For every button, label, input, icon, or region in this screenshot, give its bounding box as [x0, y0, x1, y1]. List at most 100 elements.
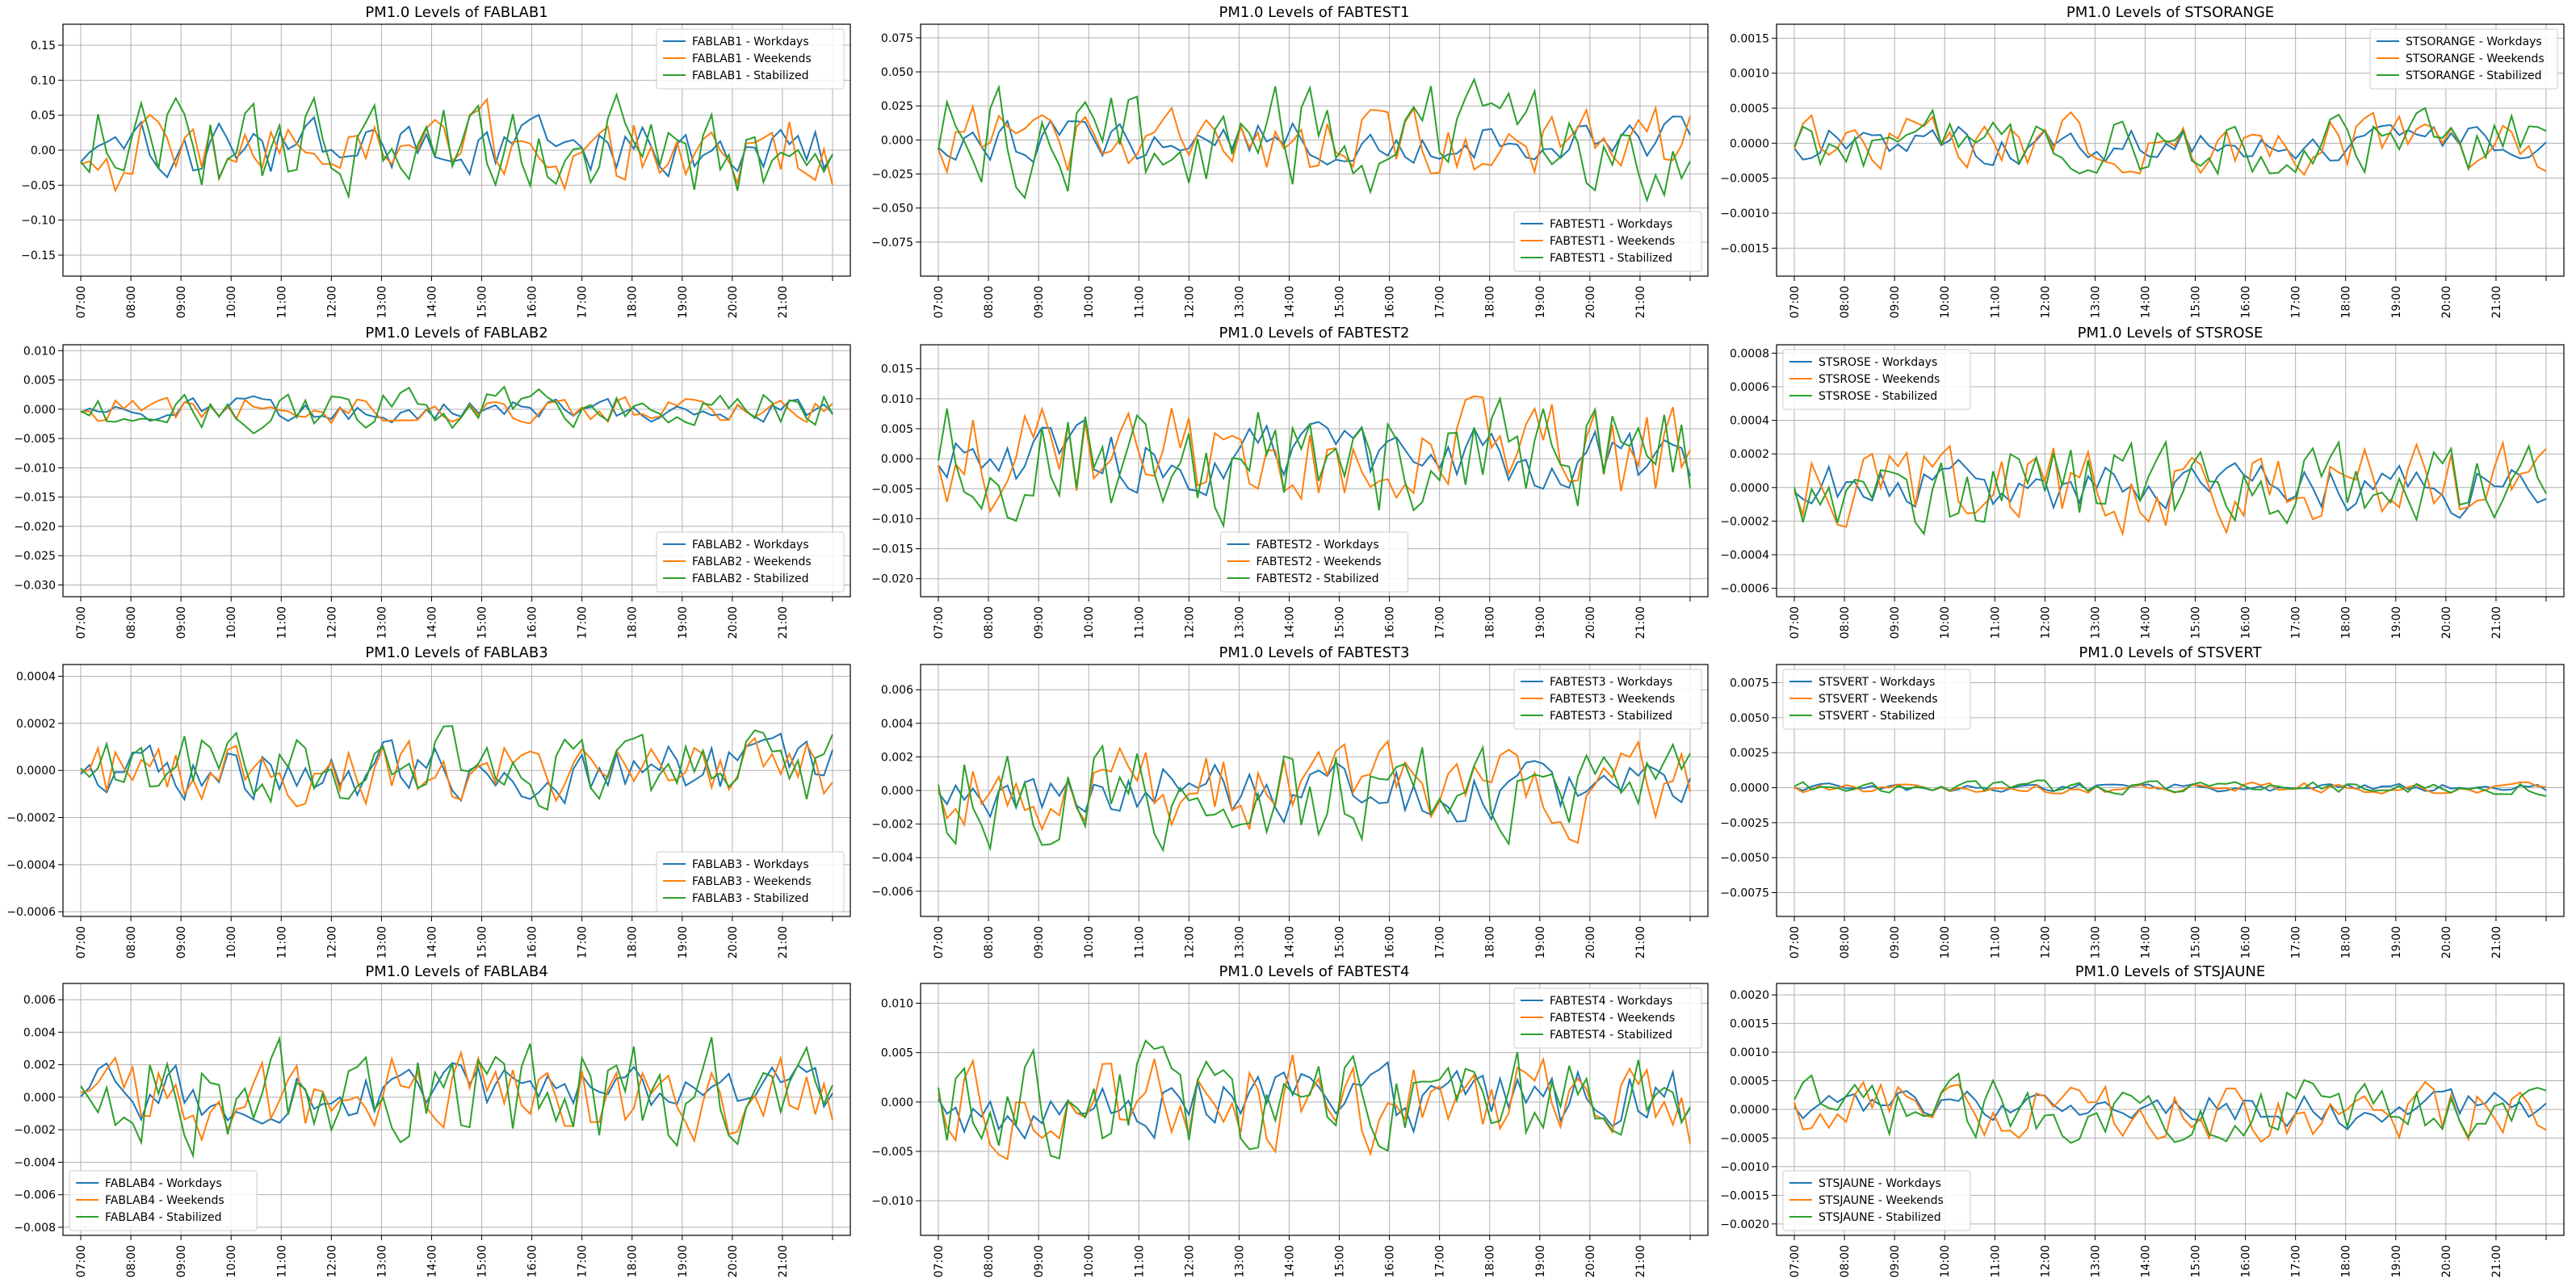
- y-tick-label: 0.0075: [1730, 677, 1769, 690]
- y-tick-label: 0.0000: [1730, 482, 1769, 495]
- y-tick-label: −0.0006: [1720, 583, 1769, 596]
- x-tick-label: 07:00: [75, 606, 88, 639]
- x-tick-label: 19:00: [2390, 1245, 2403, 1277]
- x-tick-label: 07:00: [1789, 1245, 1802, 1277]
- subplot-title: PM1.0 Levels of FABLAB3: [365, 644, 548, 661]
- x-tick-label: 12:00: [325, 606, 338, 639]
- x-tick-label: 19:00: [1534, 606, 1547, 639]
- x-tick-label: 11:00: [275, 606, 288, 639]
- x-tick-label: 13:00: [2089, 926, 2102, 958]
- axes-frame: [920, 344, 1709, 597]
- x-tick-label: 07:00: [75, 286, 88, 318]
- subplot-12: PM1.0 Levels of STSJAUNE −0.0020 −0.0015 −0…: [1720, 963, 2565, 1277]
- y-tick-label: −0.002: [871, 819, 913, 832]
- y-tick-label: −0.0015: [1720, 242, 1769, 255]
- y-tick-label: 0.000: [881, 134, 913, 147]
- axes-frame: [920, 983, 1709, 1236]
- legend-entry: FABLAB3 - Stabilized: [692, 892, 808, 905]
- x-tick-label: 19:00: [677, 606, 690, 639]
- x-tick-label: 14:00: [1283, 286, 1296, 318]
- subplot-7: PM1.0 Levels of FABLAB3 −0.0006 −0.0004 −0.…: [6, 644, 851, 958]
- subplot-6: PM1.0 Levels of STSROSE −0.0006 −0.0004 −0.…: [1720, 325, 2565, 639]
- x-tick-label: 08:00: [125, 286, 138, 318]
- legend-entry: FABTEST4 - Workdays: [1550, 995, 1672, 1008]
- x-tick-label: 20:00: [2440, 606, 2453, 639]
- axes-frame: [62, 664, 851, 917]
- x-tick-label: 15:00: [2190, 926, 2203, 958]
- x-tick-label: 16:00: [2240, 1245, 2253, 1277]
- axes-frame: [1776, 23, 2565, 277]
- x-tick-label: 18:00: [1484, 606, 1497, 639]
- legend-box: [1782, 669, 1971, 730]
- series-line-1: [1794, 458, 2547, 519]
- x-tick-label: 12:00: [1183, 926, 1196, 958]
- subplot-9: PM1.0 Levels of STSVERT −0.0075 −0.0050 −0.…: [1720, 644, 2565, 958]
- legend-entry: FABLAB4 - Workdays: [105, 1177, 222, 1190]
- axes-frame: [62, 983, 851, 1236]
- x-tick-label: 13:00: [2089, 286, 2102, 318]
- x-tick-label: 14:00: [1283, 926, 1296, 958]
- x-tick-label: 11:00: [275, 926, 288, 958]
- y-tick-label: 0.0050: [1730, 712, 1769, 725]
- x-tick-label: 20:00: [1584, 926, 1597, 958]
- series-line-1: [938, 760, 1691, 824]
- y-tick-label: 0.00: [31, 145, 56, 157]
- legend: STSVERT - Workdays STSVERT - Weekends STSV…: [1782, 669, 1971, 730]
- subplot-title: PM1.0 Levels of FABTEST1: [1219, 4, 1409, 21]
- legend: FABTEST1 - Workdays FABTEST1 - Weekends FA…: [1513, 211, 1702, 272]
- y-tick-label: −0.0025: [1720, 817, 1769, 830]
- x-tick-label: 17:00: [2290, 286, 2303, 318]
- y-tick-label: 0.000: [881, 785, 913, 798]
- y-tick-label: −0.0004: [6, 859, 56, 872]
- legend-box: [1513, 211, 1702, 272]
- series-line-3: [80, 1035, 833, 1159]
- series-line-2: [1794, 439, 2547, 537]
- x-tick-label: 17:00: [577, 286, 589, 318]
- y-tick-label: 0.0000: [1730, 137, 1769, 150]
- x-tick-label: 13:00: [2089, 1245, 2102, 1277]
- y-tick-label: 0.0000: [16, 765, 56, 778]
- x-tick-label: 21:00: [1634, 286, 1647, 318]
- subplot-3: PM1.0 Levels of STSORANGE −0.0015 −0.0010 −…: [1720, 4, 2565, 318]
- series-line-3: [80, 385, 833, 435]
- series-line-3: [1794, 779, 2547, 797]
- x-tick-label: 17:00: [1434, 926, 1447, 958]
- subplot-title: PM1.0 Levels of FABLAB2: [365, 325, 548, 342]
- y-tick-label: −0.0015: [1720, 1189, 1769, 1202]
- series-line-3: [1794, 1071, 2547, 1144]
- legend: FABLAB4 - Workdays FABLAB4 - Weekends FABL…: [69, 1170, 258, 1231]
- series-line-1: [80, 732, 833, 805]
- y-tick-label: −0.030: [14, 579, 56, 592]
- legend-entry: STSROSE - Workdays: [1819, 356, 1937, 369]
- x-tick-label: 20:00: [727, 1245, 740, 1277]
- subplot-4: PM1.0 Levels of FABLAB2 −0.030 −0.025 −0.02…: [14, 325, 851, 639]
- y-tick-label: 0.10: [31, 74, 56, 87]
- subplot-1: PM1.0 Levels of FABLAB1 −0.15 −0.10 −0.05 0.…: [21, 4, 851, 318]
- x-tick-label: 09:00: [1033, 1245, 1046, 1277]
- x-tick-label: 07:00: [1789, 606, 1802, 639]
- y-tick-label: −0.0010: [1720, 208, 1769, 220]
- y-tick-label: 0.002: [23, 1059, 56, 1072]
- x-tick-label: 17:00: [577, 926, 589, 958]
- y-tick-label: −0.020: [14, 521, 56, 534]
- legend-entry: FABLAB1 - Weekends: [692, 52, 812, 65]
- x-tick-label: 10:00: [1083, 926, 1096, 958]
- y-tick-label: 0.005: [23, 375, 56, 388]
- legend-entry: FABLAB1 - Stabilized: [692, 69, 808, 82]
- legend-box: [656, 851, 845, 912]
- subplot-2: PM1.0 Levels of FABTEST1 −0.075 −0.050 −0.0…: [871, 4, 1709, 318]
- legend: FABLAB2 - Workdays FABLAB2 - Weekends FABL…: [656, 531, 845, 593]
- x-tick-label: 21:00: [2490, 1245, 2503, 1277]
- x-tick-label: 15:00: [1334, 1245, 1347, 1277]
- x-tick-label: 07:00: [933, 606, 946, 639]
- x-tick-label: 14:00: [2139, 1245, 2152, 1277]
- y-tick-label: −0.015: [14, 492, 56, 505]
- y-tick-label: −0.0002: [1720, 515, 1769, 528]
- legend-box: [1782, 1170, 1971, 1231]
- x-tick-label: 20:00: [727, 286, 740, 318]
- y-tick-label: −0.020: [871, 573, 913, 586]
- x-tick-label: 10:00: [1939, 606, 1952, 639]
- series-line-1: [938, 115, 1691, 166]
- x-tick-label: 07:00: [933, 1245, 946, 1277]
- x-tick-label: 19:00: [677, 286, 690, 318]
